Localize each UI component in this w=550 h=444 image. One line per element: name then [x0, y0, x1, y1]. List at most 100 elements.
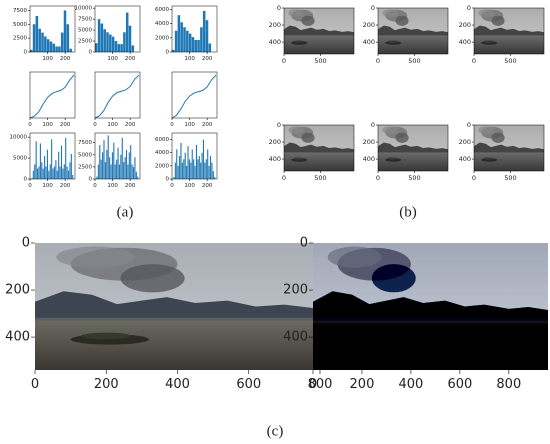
bar — [37, 168, 39, 179]
bar — [172, 49, 175, 52]
bar — [197, 159, 199, 179]
x-tick-label: 0 — [309, 377, 317, 392]
x-tick-label: 0 — [170, 122, 174, 128]
bar — [114, 164, 116, 179]
bar — [58, 46, 61, 52]
bar — [49, 164, 51, 179]
bar — [46, 39, 50, 52]
x-tick-label: 100 — [184, 122, 195, 128]
x-tick-label: 800 — [496, 377, 521, 392]
bar — [180, 142, 182, 179]
bar — [120, 154, 122, 179]
bar — [96, 176, 98, 179]
axes-frame — [29, 5, 76, 53]
bar — [123, 162, 125, 179]
y-tick-label: 10000 — [75, 6, 93, 12]
x-tick-label: 100 — [107, 122, 118, 128]
bar — [132, 166, 135, 179]
x-tick-label: 0 — [376, 174, 380, 182]
bar — [202, 10, 206, 52]
bar — [212, 171, 214, 179]
bar — [53, 166, 56, 179]
bar — [111, 36, 115, 52]
bar — [55, 160, 57, 179]
y-tick-label: 200 — [363, 138, 375, 146]
bar — [66, 24, 70, 52]
x-tick-label: 400 — [165, 377, 190, 392]
x-tick-label: 200 — [125, 56, 136, 62]
bar — [207, 149, 209, 179]
bar — [103, 140, 105, 179]
photo — [284, 8, 354, 54]
bar — [46, 149, 48, 179]
y-tick-label: 2500 — [78, 39, 92, 45]
bar — [124, 157, 126, 179]
bar — [100, 159, 102, 179]
bar — [48, 170, 50, 179]
bar — [186, 30, 189, 52]
x-tick-label: 0 — [472, 174, 476, 182]
x-tick-label: 200 — [94, 377, 119, 392]
bar — [97, 164, 99, 179]
x-tick-label: 600 — [236, 377, 261, 392]
bar — [195, 144, 198, 179]
bar — [62, 168, 64, 179]
x-tick-label: 800 — [308, 377, 333, 392]
x-tick-label: 100 — [184, 56, 195, 62]
y-tick-label: 200 — [283, 283, 308, 298]
bar — [45, 166, 47, 179]
y-tick-label: 200 — [459, 138, 471, 146]
bar — [52, 168, 54, 179]
x-tick-label: 500 — [314, 57, 326, 65]
y-tick-label: 400 — [5, 330, 30, 345]
bar — [121, 137, 123, 179]
y-tick-label: 7500 — [13, 8, 27, 14]
bar — [39, 143, 41, 179]
bar — [127, 164, 129, 179]
y-tick-label: 0 — [166, 50, 170, 56]
bar — [99, 145, 101, 179]
bar — [177, 15, 181, 52]
bar — [183, 27, 186, 52]
y-tick-label: 200 — [269, 21, 281, 29]
x-tick-label: 200 — [202, 122, 213, 128]
bar — [41, 32, 44, 52]
axes-frame — [473, 124, 545, 172]
x-tick-label: 0 — [472, 57, 476, 65]
bar — [49, 41, 53, 52]
photo — [378, 8, 448, 54]
y-tick-label: 400 — [459, 38, 471, 46]
axes-frame — [171, 132, 218, 180]
x-tick-label: 0 — [282, 57, 286, 65]
x-tick-label: 100 — [107, 183, 118, 189]
bar — [131, 164, 133, 179]
x-tick-label: 200 — [60, 122, 71, 128]
bar — [177, 165, 179, 179]
bar — [197, 39, 200, 52]
bar — [191, 37, 195, 52]
bar — [60, 145, 63, 179]
y-tick-label: 400 — [283, 330, 308, 345]
panel-label: (a) — [117, 204, 134, 220]
bar — [201, 152, 203, 179]
bar — [211, 162, 213, 179]
x-tick-label: 100 — [42, 122, 53, 128]
x-tick-label: 200 — [125, 122, 136, 128]
y-tick-label: 400 — [363, 38, 375, 46]
x-tick-label: 100 — [107, 56, 118, 62]
x-tick-label: 0 — [31, 377, 39, 392]
x-tick-label: 200 — [202, 183, 213, 189]
photo — [284, 125, 354, 171]
cdf-line — [29, 74, 75, 119]
bar — [34, 164, 36, 179]
bar — [106, 149, 108, 179]
y-tick-label: 0 — [277, 4, 281, 12]
bar — [116, 159, 118, 179]
bar — [194, 165, 196, 179]
y-tick-label: 200 — [269, 138, 281, 146]
x-tick-label: 0 — [282, 174, 286, 182]
y-tick-label: 0 — [89, 50, 93, 56]
bar — [35, 15, 39, 53]
x-tick-label: 200 — [60, 56, 71, 62]
bar — [181, 162, 183, 179]
